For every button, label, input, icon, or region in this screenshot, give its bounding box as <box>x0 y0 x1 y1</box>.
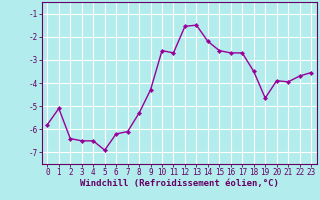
X-axis label: Windchill (Refroidissement éolien,°C): Windchill (Refroidissement éolien,°C) <box>80 179 279 188</box>
